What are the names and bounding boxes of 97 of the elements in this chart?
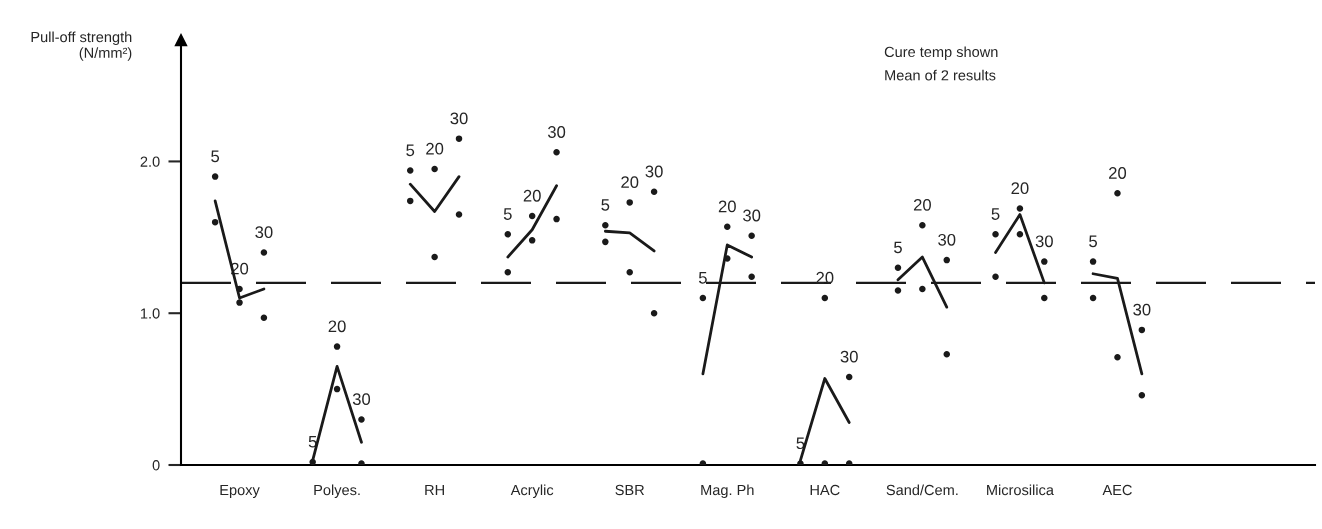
point [260, 249, 268, 256]
point [455, 135, 463, 142]
text: 5 [308, 435, 317, 448]
text: 30 [255, 226, 273, 239]
text: 5 [211, 150, 220, 163]
x-tick-label: HAC [810, 484, 840, 496]
point [431, 165, 438, 173]
x-tick-label: Mag. Ph [701, 484, 754, 499]
point [1041, 258, 1048, 265]
point [602, 238, 609, 246]
point [1016, 231, 1024, 238]
point [358, 416, 365, 423]
point [748, 232, 755, 240]
text: 30 [938, 233, 956, 246]
x-tick-label: Acrylic [510, 484, 554, 499]
text: 30 [1035, 235, 1053, 248]
point [1089, 258, 1097, 265]
point [406, 197, 414, 205]
point [1138, 326, 1146, 334]
point [650, 309, 658, 317]
text: 20 [1109, 167, 1127, 179]
text: 5 [1089, 235, 1098, 248]
point [626, 199, 633, 206]
point [992, 273, 999, 281]
point [919, 221, 926, 229]
text: 5 [796, 437, 805, 450]
point [1041, 294, 1048, 302]
series-label: 5 [406, 144, 415, 157]
series-label: 30 [352, 393, 371, 406]
point [431, 253, 438, 261]
text: 20 [913, 198, 931, 211]
point [943, 350, 951, 358]
text: 5 [894, 241, 902, 254]
x-tick-label: Epoxy [220, 484, 260, 499]
x-tick-label: SBR [615, 484, 645, 496]
point [650, 188, 658, 196]
text: 30 [547, 126, 566, 138]
point [1089, 294, 1097, 302]
point [528, 237, 536, 244]
y-axis-title: Pull-off strength (N/mm²) [31, 31, 132, 61]
point [1114, 190, 1121, 197]
point [504, 268, 512, 276]
point [894, 264, 902, 271]
x-tick-label: AEC [1102, 484, 1132, 496]
series-label: 20 [426, 142, 444, 155]
point [211, 218, 219, 226]
text: 20 [328, 320, 346, 333]
text: 20 [621, 176, 639, 189]
y-tick-label: 1.0 [141, 308, 160, 319]
point [626, 268, 633, 276]
point [724, 223, 731, 230]
point [919, 285, 926, 293]
point [1016, 205, 1024, 212]
x-tick-label: RH [425, 484, 444, 496]
annotation: Cure temp shown [884, 46, 998, 60]
point [260, 314, 268, 322]
point [528, 212, 536, 220]
text: 20 [523, 189, 541, 202]
y-tick-label: 0 [152, 460, 160, 471]
point [211, 173, 219, 180]
point [455, 211, 463, 218]
point [699, 294, 707, 302]
text: 30 [840, 350, 858, 363]
point [504, 231, 512, 238]
point [358, 460, 365, 465]
text: 30 [743, 209, 761, 222]
point [1138, 391, 1146, 399]
point [943, 256, 951, 264]
x-tick-label: Sand/Cem. [886, 484, 958, 496]
point [602, 221, 609, 229]
annotation: Mean of 2 results [885, 69, 996, 81]
point [992, 231, 999, 238]
point [894, 287, 902, 294]
point [821, 294, 829, 302]
point [748, 273, 755, 281]
text: 30 [645, 165, 663, 178]
text: 5 [601, 199, 610, 211]
point [845, 373, 853, 381]
point [553, 215, 560, 223]
text: 5 [503, 208, 512, 220]
point [406, 167, 414, 174]
text: 20 [718, 200, 736, 213]
point [333, 343, 341, 350]
text: 5 [991, 208, 1000, 220]
point [333, 385, 341, 393]
point [1114, 353, 1121, 361]
point [553, 149, 560, 156]
y-tick-label: 2.0 [140, 156, 160, 167]
x-tick-label: Microsilica [987, 484, 1054, 496]
x-tick-label: Polyes. [314, 484, 360, 499]
text: 5 [698, 272, 707, 284]
point [236, 299, 243, 306]
point [797, 460, 804, 465]
text: 30 [1133, 303, 1151, 316]
text: 20 [1011, 182, 1029, 195]
text: 20 [816, 271, 834, 284]
text: 30 [450, 112, 468, 125]
